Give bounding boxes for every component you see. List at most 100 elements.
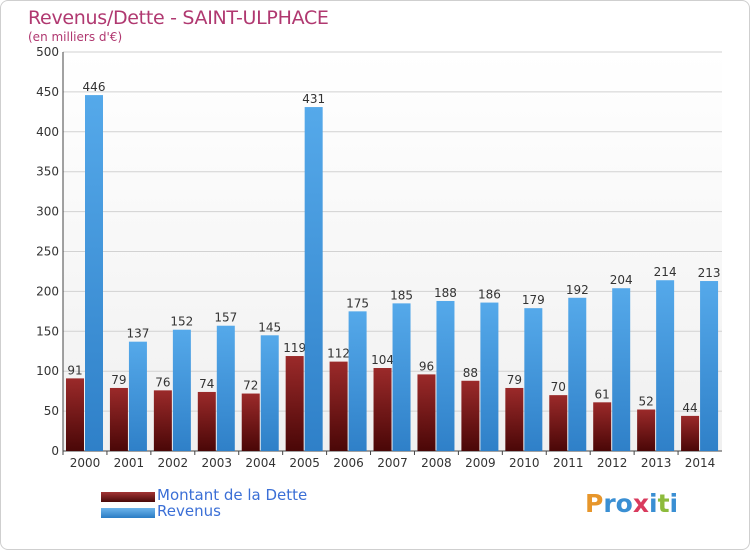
x-tick-label: 2000 [70, 456, 101, 470]
legend-swatch-dette [101, 492, 155, 502]
bar-revenus [85, 95, 103, 451]
data-label: 192 [566, 283, 589, 297]
data-label: 157 [214, 311, 237, 325]
logo-letter: i [669, 489, 679, 518]
data-label: 88 [463, 366, 478, 380]
bar-revenus [480, 302, 499, 451]
bar-revenus [128, 341, 147, 451]
data-label: 185 [390, 288, 413, 302]
y-tick-label: 50 [44, 404, 59, 418]
x-tick-label: 2004 [245, 456, 276, 470]
x-tick-label: 2003 [201, 456, 232, 470]
data-label: 186 [478, 288, 501, 302]
data-label: 96 [419, 359, 434, 373]
bar-revenus [700, 281, 719, 451]
x-tick-label: 2014 [685, 456, 716, 470]
bar-dette [197, 391, 216, 451]
bar-dette [153, 390, 172, 451]
x-tick-label: 2002 [158, 456, 189, 470]
logo-letter: x [632, 489, 649, 518]
bar-dette [461, 380, 480, 451]
data-label: 61 [595, 387, 610, 401]
y-tick-label: 100 [36, 364, 59, 378]
data-label: 70 [551, 380, 566, 394]
data-label: 188 [434, 286, 457, 300]
bar-dette [505, 387, 524, 451]
logo-letter: o [615, 489, 633, 518]
bar-revenus [612, 288, 631, 451]
data-label: 214 [654, 265, 677, 279]
chart-title: Revenus/Dette - SAINT-ULPHACE [28, 7, 329, 29]
x-tick-label: 2010 [509, 456, 540, 470]
data-label: 446 [83, 80, 106, 94]
data-label: 91 [67, 363, 82, 377]
x-tick-label: 2012 [597, 456, 628, 470]
bar-revenus [216, 325, 235, 451]
bar-revenus [348, 311, 367, 451]
y-tick-label: 250 [36, 245, 59, 259]
data-label: 431 [302, 92, 325, 106]
bar-dette [637, 409, 656, 451]
legend-label-dette: Montant de la Dette [157, 486, 308, 504]
data-label: 204 [610, 273, 633, 287]
data-label: 72 [243, 379, 258, 393]
data-label: 119 [283, 341, 306, 355]
x-tick-label: 2013 [641, 456, 672, 470]
bar-dette [681, 415, 700, 451]
data-label: 76 [155, 375, 170, 389]
y-tick-label: 150 [36, 324, 59, 338]
x-tick-label: 2001 [114, 456, 145, 470]
data-label: 104 [371, 353, 394, 367]
bar-revenus [172, 329, 191, 451]
logo-letter: P [585, 489, 604, 518]
bar-dette [109, 387, 128, 451]
logo-letter: i [649, 489, 658, 518]
legend-label-revenus: Revenus [157, 502, 221, 520]
bar-revenus [436, 300, 455, 451]
bar-dette [329, 361, 348, 451]
y-tick-label: 300 [36, 205, 59, 219]
x-tick-label: 2005 [289, 456, 320, 470]
logo-letter: t [657, 489, 670, 518]
x-tick-label: 2006 [333, 456, 364, 470]
bar-dette [66, 378, 84, 451]
logo-letter: r [603, 489, 616, 518]
data-label: 175 [346, 296, 369, 310]
data-label: 145 [258, 320, 281, 334]
legend-swatch-revenus [101, 508, 155, 518]
bar-dette [417, 374, 436, 451]
bar-dette [549, 395, 568, 451]
bar-revenus [524, 308, 543, 451]
x-tick-label: 2011 [553, 456, 584, 470]
y-tick-label: 450 [36, 85, 59, 99]
bar-revenus [392, 303, 411, 451]
y-tick-label: 200 [36, 284, 59, 298]
y-tick-label: 500 [36, 45, 59, 59]
data-label: 44 [682, 401, 697, 415]
data-label: 213 [698, 266, 721, 280]
x-tick-label: 2008 [421, 456, 452, 470]
chart-subtitle: (en milliers d'€) [28, 30, 123, 44]
bar-revenus [568, 297, 587, 451]
bar-revenus [304, 107, 323, 451]
data-label: 112 [327, 347, 350, 361]
y-tick-label: 0 [51, 444, 59, 458]
bar-revenus [656, 280, 675, 451]
data-label: 79 [507, 373, 522, 387]
bar-revenus [260, 335, 279, 451]
y-tick-label: 350 [36, 165, 59, 179]
bar-dette [241, 393, 260, 451]
data-label: 137 [126, 327, 149, 341]
bar-dette [373, 368, 392, 451]
bar-dette [593, 402, 612, 451]
x-tick-label: 2009 [465, 456, 496, 470]
data-label: 152 [170, 315, 193, 329]
data-label: 179 [522, 293, 545, 307]
y-tick-label: 400 [36, 125, 59, 139]
bar-dette [285, 356, 304, 451]
data-label: 74 [199, 377, 214, 391]
proxiti-logo: Proxiti [585, 489, 678, 518]
data-label: 79 [111, 373, 126, 387]
